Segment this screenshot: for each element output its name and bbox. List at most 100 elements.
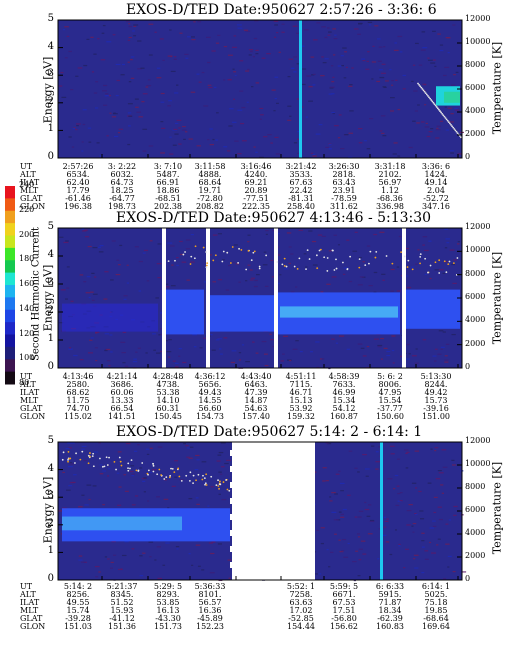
panel1-ephemeris-value: 66.91 xyxy=(156,178,180,187)
panel3-noise xyxy=(341,538,347,541)
panel1-noise xyxy=(380,72,386,74)
panel2-ephemeris-value: 46.99 xyxy=(332,388,356,397)
panel1-noise xyxy=(77,67,83,69)
panel1-noise xyxy=(316,22,321,24)
panel1-noise xyxy=(173,58,177,60)
panel1-noise xyxy=(351,67,354,69)
panel2-scatter-dot xyxy=(326,270,329,272)
panel3-scatter-dot xyxy=(92,465,95,468)
panel1-noise xyxy=(127,39,131,41)
panel1-noise xyxy=(117,132,121,134)
panel1-noise xyxy=(391,84,394,86)
panel1-ephemeris-label: GLON xyxy=(20,202,46,211)
panel3-noise xyxy=(131,473,136,475)
panel2-scatter-dot xyxy=(240,249,243,251)
panel3-noise xyxy=(393,488,396,490)
panel1-ephemeris-value: 3: 7:10 xyxy=(153,162,183,171)
panel3-noise xyxy=(174,476,178,478)
panel2-scatter-dot xyxy=(305,268,307,270)
panel3-scatter-dot xyxy=(108,456,110,459)
panel2-scatter-dot xyxy=(326,257,329,259)
panel2-scatter-dot xyxy=(189,263,192,265)
panel2-noise xyxy=(415,263,418,265)
panel1-noise xyxy=(160,127,166,129)
panel1-noise xyxy=(203,105,209,107)
panel3-noise xyxy=(217,543,222,545)
panel1-noise xyxy=(181,126,186,128)
panel2-noise xyxy=(170,285,176,287)
panel3-noise xyxy=(335,473,340,475)
panel2-noise xyxy=(230,361,236,364)
panel2-ephemeris-value: 15.54 xyxy=(378,396,402,405)
panel1-noise xyxy=(452,24,456,26)
panel3-noise xyxy=(381,534,387,536)
panel2-noise xyxy=(380,358,383,360)
panel1-noise xyxy=(376,80,381,83)
panel2-ephemeris-value: 13.33 xyxy=(110,396,134,405)
panel3-scatter-dot xyxy=(215,484,218,487)
panel3-noise xyxy=(118,486,122,488)
panel3-scatter-dot xyxy=(202,474,204,477)
panel2-scatter-dot xyxy=(407,259,410,262)
panel3-scatter-dot xyxy=(81,450,84,453)
panel2-noise xyxy=(321,358,325,360)
panel2-noise xyxy=(138,260,143,263)
panel3-noise xyxy=(194,468,199,471)
panel1-noise xyxy=(227,54,233,56)
panel3-data-gap xyxy=(232,442,315,580)
panel1-noise xyxy=(331,81,335,83)
panel1-noise xyxy=(306,75,312,77)
panel3-noise xyxy=(220,466,225,468)
panel1-noise xyxy=(276,102,279,104)
panel3-ytick-right-label: 12000 xyxy=(465,436,491,445)
panel2-noise xyxy=(331,338,335,340)
panel3-noise xyxy=(370,519,375,522)
panel2-noise xyxy=(396,266,400,268)
panel2-noise xyxy=(359,276,364,278)
panel2-noise xyxy=(288,246,292,248)
panel3-noise xyxy=(191,564,194,566)
panel1-curve-dot xyxy=(440,111,442,114)
panel2-noise xyxy=(390,290,394,292)
panel2-noise xyxy=(437,353,442,355)
panel3-noise xyxy=(207,505,210,507)
panel2-noise xyxy=(396,290,401,292)
panel3-noise xyxy=(421,532,425,534)
panel2-noise xyxy=(179,253,183,256)
panel3-noise xyxy=(357,575,361,577)
panel1-ephemeris-value: 63.43 xyxy=(332,178,356,187)
panel3-noise xyxy=(333,519,339,521)
panel1-noise xyxy=(156,67,161,69)
panel2-noise xyxy=(328,367,331,370)
panel1-noise xyxy=(397,108,401,111)
panel3-noise xyxy=(137,444,140,446)
panel1-noise xyxy=(445,129,449,131)
panel1-noise xyxy=(422,47,428,49)
panel3-scatter-dot xyxy=(219,480,221,483)
panel3-ephemeris-value: 8256. xyxy=(66,590,90,599)
panel1-noise xyxy=(215,42,220,44)
panel3-noise xyxy=(412,531,415,533)
panel1-ephemeris-value: 62.40 xyxy=(66,178,90,187)
panel3-noise xyxy=(352,561,357,563)
panel3-noise xyxy=(84,504,89,506)
panel2-noise xyxy=(106,360,111,362)
panel3-noise xyxy=(398,545,401,547)
panel2-scatter-dot xyxy=(335,267,338,270)
panel3-noise xyxy=(81,448,85,450)
panel1-noise xyxy=(278,51,281,53)
panel2-ephemeris-value: 14.55 xyxy=(198,396,222,405)
panel2-noise xyxy=(348,280,353,283)
panel2-noise xyxy=(146,280,150,282)
panel2-noise xyxy=(68,348,73,350)
panel2-noise xyxy=(290,253,294,255)
panel1-noise xyxy=(281,31,285,33)
panel1-ephemeris-value: 4240. xyxy=(244,170,268,179)
panel3-noise xyxy=(217,454,222,456)
panel1-noise xyxy=(271,89,276,91)
panel1-noise xyxy=(181,129,187,131)
panel3-noise xyxy=(413,558,416,560)
panel2-noise xyxy=(228,264,231,267)
panel1-noise xyxy=(178,127,181,129)
panel3-noise xyxy=(364,508,370,511)
